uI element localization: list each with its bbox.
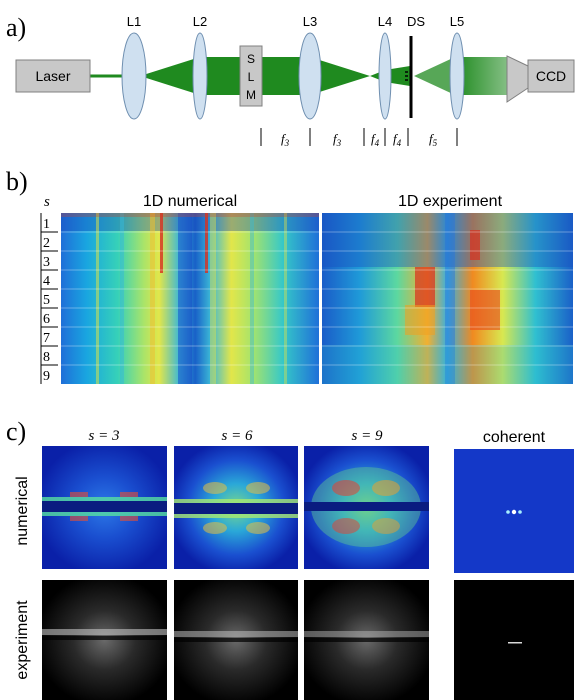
lens-label: L2 — [193, 14, 207, 29]
focal-ticks — [260, 128, 458, 146]
focal-label: f4 — [371, 131, 380, 148]
camera-objective — [506, 55, 529, 103]
panel-c: c) s = 3 s = 6 s = 9 coherent numerical … — [6, 417, 574, 700]
laser-box — [15, 59, 91, 93]
row-label: 8 — [43, 350, 50, 365]
row-label: 6 — [43, 312, 50, 327]
row-label: 4 — [43, 274, 50, 289]
row-label: 5 — [43, 293, 50, 308]
ccd-label: CCD — [536, 68, 566, 84]
beam-focus — [310, 57, 370, 95]
row-label: 1 — [43, 217, 50, 232]
row-label: 9 — [43, 369, 50, 384]
panel-b: b) s 1D numerical 1D experiment — [6, 167, 573, 384]
focal-label: f3 — [333, 131, 342, 148]
coherent-experiment-image — [454, 580, 574, 700]
column-title: s = 3 — [89, 428, 120, 444]
numerical-image-s3 — [42, 446, 167, 569]
experiment-image-s3 — [42, 580, 167, 700]
row-label: 2 — [43, 236, 50, 251]
focal-label: f5 — [429, 131, 438, 148]
coherent-title: coherent — [483, 429, 546, 446]
slm-letter: M — [246, 88, 256, 102]
lens-l2 — [192, 32, 208, 120]
numerical-title: 1D numerical — [143, 193, 237, 210]
coherent-numerical-image — [454, 449, 574, 573]
lens-l3 — [298, 32, 322, 120]
slm-letter: S — [247, 52, 255, 66]
ccd-box — [527, 59, 575, 93]
experiment-stripes — [322, 213, 573, 384]
row-label-experiment: experiment — [14, 600, 31, 680]
panel-c-label: c) — [6, 417, 26, 446]
slm-letter: L — [248, 70, 255, 84]
experiment-title: 1D experiment — [398, 193, 503, 210]
column-title: s = 6 — [222, 428, 253, 444]
beam-expansion — [140, 57, 200, 95]
experiment-image-s9 — [304, 580, 429, 700]
row-label: 3 — [43, 255, 50, 270]
panel-b-label: b) — [6, 167, 28, 196]
row-separators — [61, 231, 573, 366]
row-labels: 1 2 3 4 5 6 7 8 9 — [43, 217, 50, 384]
numerical-image-s6 — [174, 446, 298, 569]
panel-a: a) Laser S L M CCD L1 — [6, 13, 575, 148]
lens-l4 — [378, 32, 392, 120]
focal-label: f4 — [393, 131, 402, 148]
lens-label: L4 — [378, 14, 392, 29]
lens-label: L5 — [450, 14, 464, 29]
lens-label: L1 — [127, 14, 141, 29]
experiment-heatmap — [322, 213, 573, 384]
numerical-stripes — [61, 213, 319, 384]
focal-label: f3 — [281, 131, 290, 148]
row-axis-label: s — [44, 194, 50, 210]
slm-box — [239, 45, 263, 107]
beam-diffracted — [414, 57, 455, 95]
lens-l5 — [449, 32, 465, 120]
lens-l1 — [121, 32, 147, 120]
experiment-image-s6 — [174, 580, 298, 700]
lens-label: L3 — [303, 14, 317, 29]
numerical-image-s9 — [304, 446, 429, 569]
row-label-numerical: numerical — [14, 476, 31, 545]
row-label-ticks — [40, 213, 58, 384]
column-title: s = 9 — [352, 428, 383, 444]
ds-label: DS — [407, 14, 425, 29]
row-label: 7 — [43, 331, 50, 346]
panel-a-label: a) — [6, 13, 26, 42]
laser-label: Laser — [35, 68, 70, 84]
